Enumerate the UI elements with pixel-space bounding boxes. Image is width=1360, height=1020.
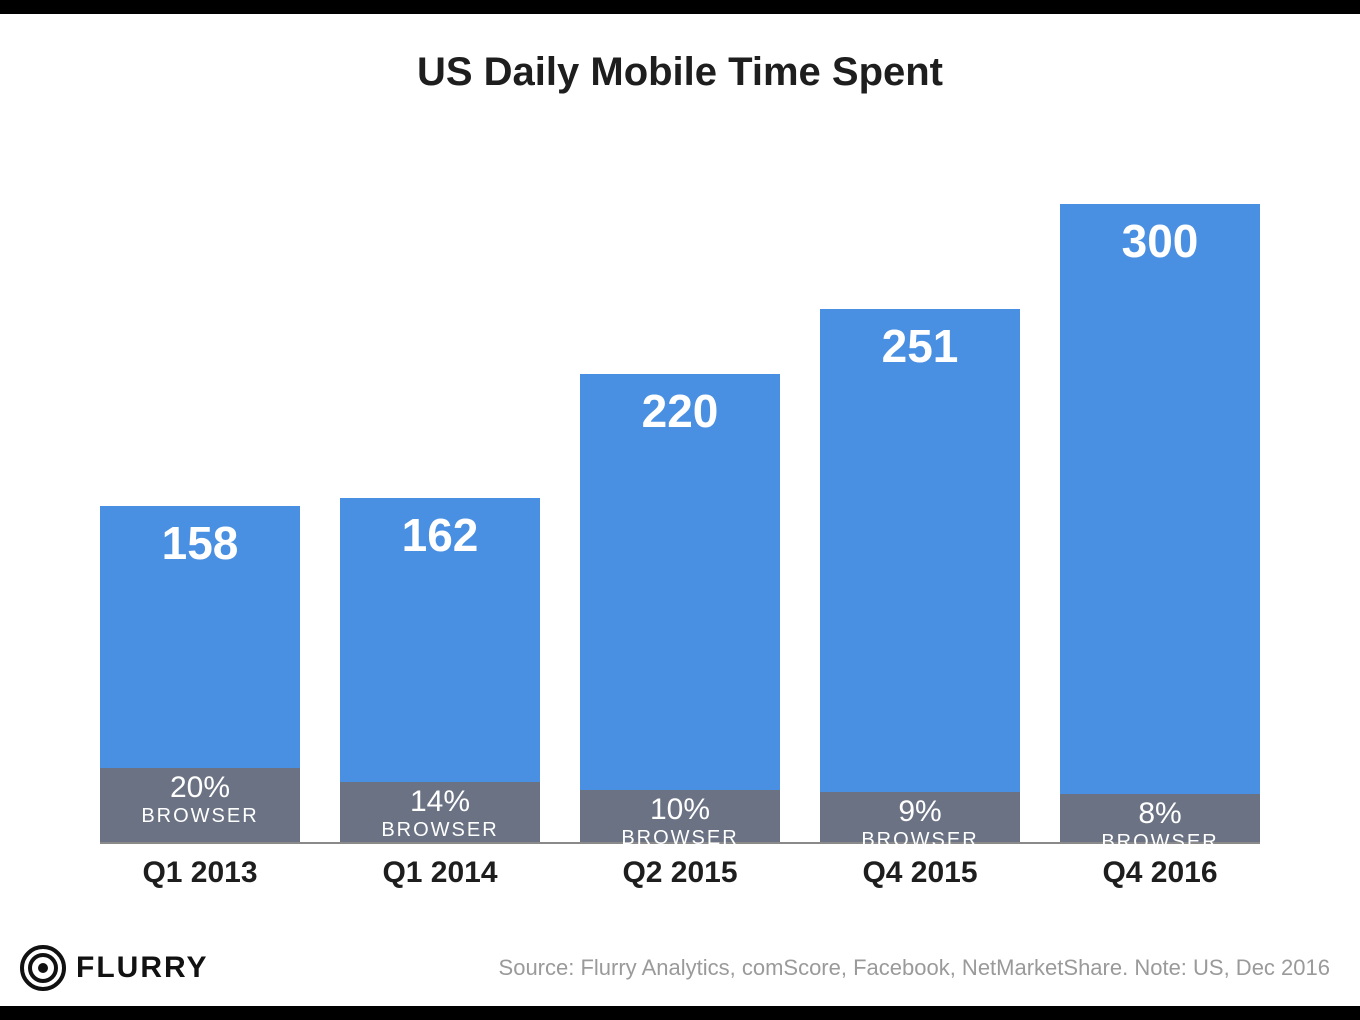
bar-browser-pct: 8% — [1138, 798, 1181, 830]
bar-browser-label: BROWSER — [621, 826, 738, 850]
x-axis-label: Q1 2014 — [340, 856, 540, 890]
bar-value-label: 158 — [100, 506, 300, 570]
bar-col: 158 20%BROWSER — [100, 125, 300, 842]
bar-browser-label: BROWSER — [1101, 830, 1218, 854]
bar-col: 251 9%BROWSER — [820, 125, 1020, 842]
source-text: Source: Flurry Analytics, comScore, Face… — [209, 955, 1330, 981]
bar-browser-pct: 20% — [170, 772, 230, 804]
x-axis-labels: Q1 2013 Q1 2014 Q2 2015 Q4 2015 Q4 2016 — [100, 844, 1260, 930]
bar-browser-segment: 8%BROWSER — [1060, 794, 1260, 842]
bar-browser-segment: 9%BROWSER — [820, 792, 1020, 842]
bar-browser-label: BROWSER — [861, 828, 978, 852]
bar: 251 9%BROWSER — [820, 309, 1020, 842]
x-axis-label: Q4 2015 — [820, 856, 1020, 890]
flurry-logo-icon — [20, 945, 66, 991]
x-axis-label: Q1 2013 — [100, 856, 300, 890]
flurry-logo-text: FLURRY — [76, 951, 209, 985]
bar-value-label: 162 — [340, 498, 540, 562]
x-axis-label: Q4 2016 — [1060, 856, 1260, 890]
chart-area: 15820%BROWSER16214%BROWSER22010%BROWSER2… — [0, 105, 1360, 930]
bar-browser-segment: 14%BROWSER — [340, 782, 540, 842]
bar: 220 10%BROWSER — [580, 374, 780, 842]
bar-value-label: 251 — [820, 309, 1020, 373]
chart-title: US Daily Mobile Time Spent — [0, 14, 1360, 105]
bar: 158 20%BROWSER — [100, 506, 300, 842]
bar-value-label: 220 — [580, 374, 780, 438]
flurry-logo: FLURRY — [20, 945, 209, 991]
bars-container: 15820%BROWSER16214%BROWSER22010%BROWSER2… — [100, 125, 1260, 844]
bar-browser-label: BROWSER — [381, 818, 498, 842]
bar-browser-pct: 10% — [650, 794, 710, 826]
bar-col: 162 14%BROWSER — [340, 125, 540, 842]
bar-browser-pct: 9% — [898, 796, 941, 828]
bar-browser-label: BROWSER — [141, 804, 258, 828]
bar-browser-segment: 10%BROWSER — [580, 790, 780, 842]
chart-frame: US Daily Mobile Time Spent 15820%BROWSER… — [0, 0, 1360, 1020]
bar-col: 220 10%BROWSER — [580, 125, 780, 842]
bar-browser-segment: 20%BROWSER — [100, 768, 300, 842]
bar: 162 14%BROWSER — [340, 498, 540, 842]
x-axis-label: Q2 2015 — [580, 856, 780, 890]
bar-browser-pct: 14% — [410, 786, 470, 818]
bar: 300 8%BROWSER — [1060, 204, 1260, 842]
bar-value-label: 300 — [1060, 204, 1260, 268]
footer: FLURRY Source: Flurry Analytics, comScor… — [0, 930, 1360, 1006]
bar-col: 300 8%BROWSER — [1060, 125, 1260, 842]
